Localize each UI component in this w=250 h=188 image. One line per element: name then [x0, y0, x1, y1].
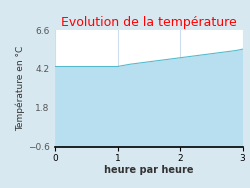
- Title: Evolution de la température: Evolution de la température: [61, 16, 236, 29]
- Y-axis label: Température en °C: Température en °C: [15, 46, 25, 131]
- X-axis label: heure par heure: heure par heure: [104, 165, 194, 175]
